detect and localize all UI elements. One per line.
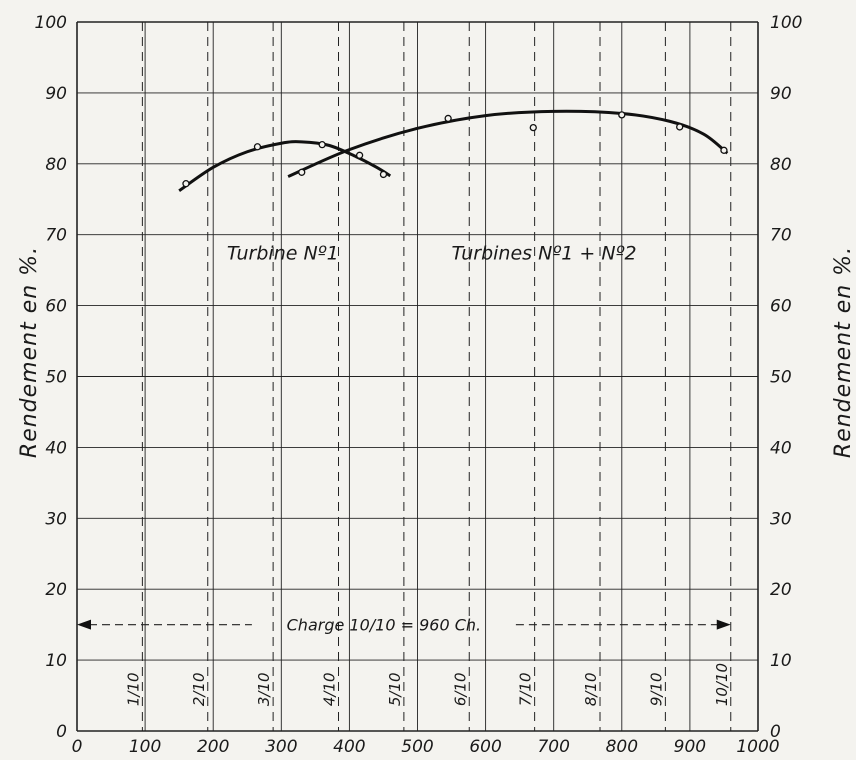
load-fraction-label: 8/10 (582, 672, 600, 706)
series-labels: Turbine Nº1 Turbines Nº1 + Nº2 (227, 243, 637, 265)
y-right-tick-label: 50 (770, 368, 792, 388)
load-fraction-label: 7/10 (517, 672, 535, 706)
data-point (529, 123, 537, 132)
x-tick-label: 300 (265, 737, 297, 757)
x-tick-label: 800 (606, 737, 638, 757)
x-tick-label: 0 (72, 737, 83, 757)
data-point (298, 168, 306, 176)
y-left-tick-label: 70 (45, 226, 67, 246)
load-fraction-label: 10/10 (713, 663, 731, 706)
x-tick-label: 1000 (736, 737, 779, 757)
y-right-tick-label: 80 (770, 155, 792, 175)
y-left-tick-label: 80 (45, 155, 67, 175)
series-curves (178, 109, 729, 192)
load-fraction-label: 2/10 (190, 672, 208, 706)
data-point (182, 180, 190, 188)
x-tick-label: 500 (401, 737, 433, 757)
x-tick-label: 600 (469, 737, 501, 757)
data-point (355, 151, 364, 159)
x-tick-label: 400 (333, 737, 365, 757)
y-right-tick-label: 20 (770, 580, 792, 600)
y-left-tick-label: 40 (45, 438, 67, 458)
y-right-tick-label: 10 (770, 651, 792, 671)
load-fraction-label: 5/10 (386, 672, 404, 706)
data-point (444, 114, 452, 123)
y-right-tick-label: 40 (770, 438, 792, 458)
y-left-tick-label: 100 (35, 13, 67, 33)
load-fraction-label: 6/10 (451, 672, 469, 706)
grid-lines (76, 21, 759, 732)
y-right-tick-label: 90 (770, 84, 792, 104)
arrow-right-icon (716, 619, 731, 630)
y-left-tick-label: 20 (45, 580, 67, 600)
y-left-tick-label: 30 (45, 509, 67, 529)
series-line-2 (287, 109, 729, 178)
y-right-tick-label: 60 (770, 297, 792, 317)
data-point (253, 143, 262, 151)
y-right-tick-label: 70 (770, 226, 792, 246)
y-right-tick-label: 100 (770, 13, 802, 33)
charge-annotation: Charge 10/10 = 960 Ch. (77, 616, 731, 635)
series-line-1 (178, 140, 392, 192)
x-tick-label: 200 (197, 737, 229, 757)
series-label-1: Turbine Nº1 (227, 243, 339, 265)
series-points (182, 111, 728, 188)
y-axis-left-ticks: 0 10 20 30 40 50 60 70 80 90 100 (35, 13, 67, 742)
x-axis-ticks: 0 100 200 300 400 500 600 700 800 900 1000 (72, 737, 780, 757)
load-fraction-label: 4/10 (321, 672, 339, 706)
data-point (720, 146, 728, 154)
y-left-tick-label: 0 (56, 722, 67, 742)
load-fraction-labels: 1/10 2/10 3/10 4/10 5/10 6/10 7/10 8/10 9/10 10/1… (124, 663, 730, 706)
load-fraction-label: 1/10 (124, 672, 142, 706)
y-left-tick-label: 60 (45, 297, 67, 317)
charge-annotation-text: Charge 10/10 = 960 Ch. (287, 616, 482, 635)
series-label-2: Turbines Nº1 + Nº2 (452, 243, 637, 265)
x-tick-label: 100 (129, 737, 161, 757)
y-left-tick-label: 90 (45, 84, 67, 104)
y-axis-right-ticks: 0 10 20 30 40 50 60 70 80 90 100 (770, 13, 802, 742)
data-point (379, 170, 388, 179)
load-fraction-label: 3/10 (255, 672, 273, 706)
x-tick-label: 900 (674, 737, 706, 757)
y-right-tick-label: 30 (770, 509, 792, 529)
y-axis-left-title: Rendement en %. (17, 246, 42, 458)
data-point (676, 123, 684, 131)
load-fraction-label: 9/10 (647, 672, 665, 706)
x-tick-label: 700 (537, 737, 569, 757)
y-left-tick-label: 10 (45, 651, 67, 671)
data-point (618, 111, 626, 119)
y-right-tick-label: 0 (770, 722, 781, 742)
y-left-tick-label: 50 (45, 368, 67, 388)
arrow-left-icon (77, 619, 91, 630)
load-fraction-lines (141, 22, 732, 731)
y-axis-right-title: Rendement en %. (831, 246, 856, 458)
data-point (318, 141, 326, 149)
